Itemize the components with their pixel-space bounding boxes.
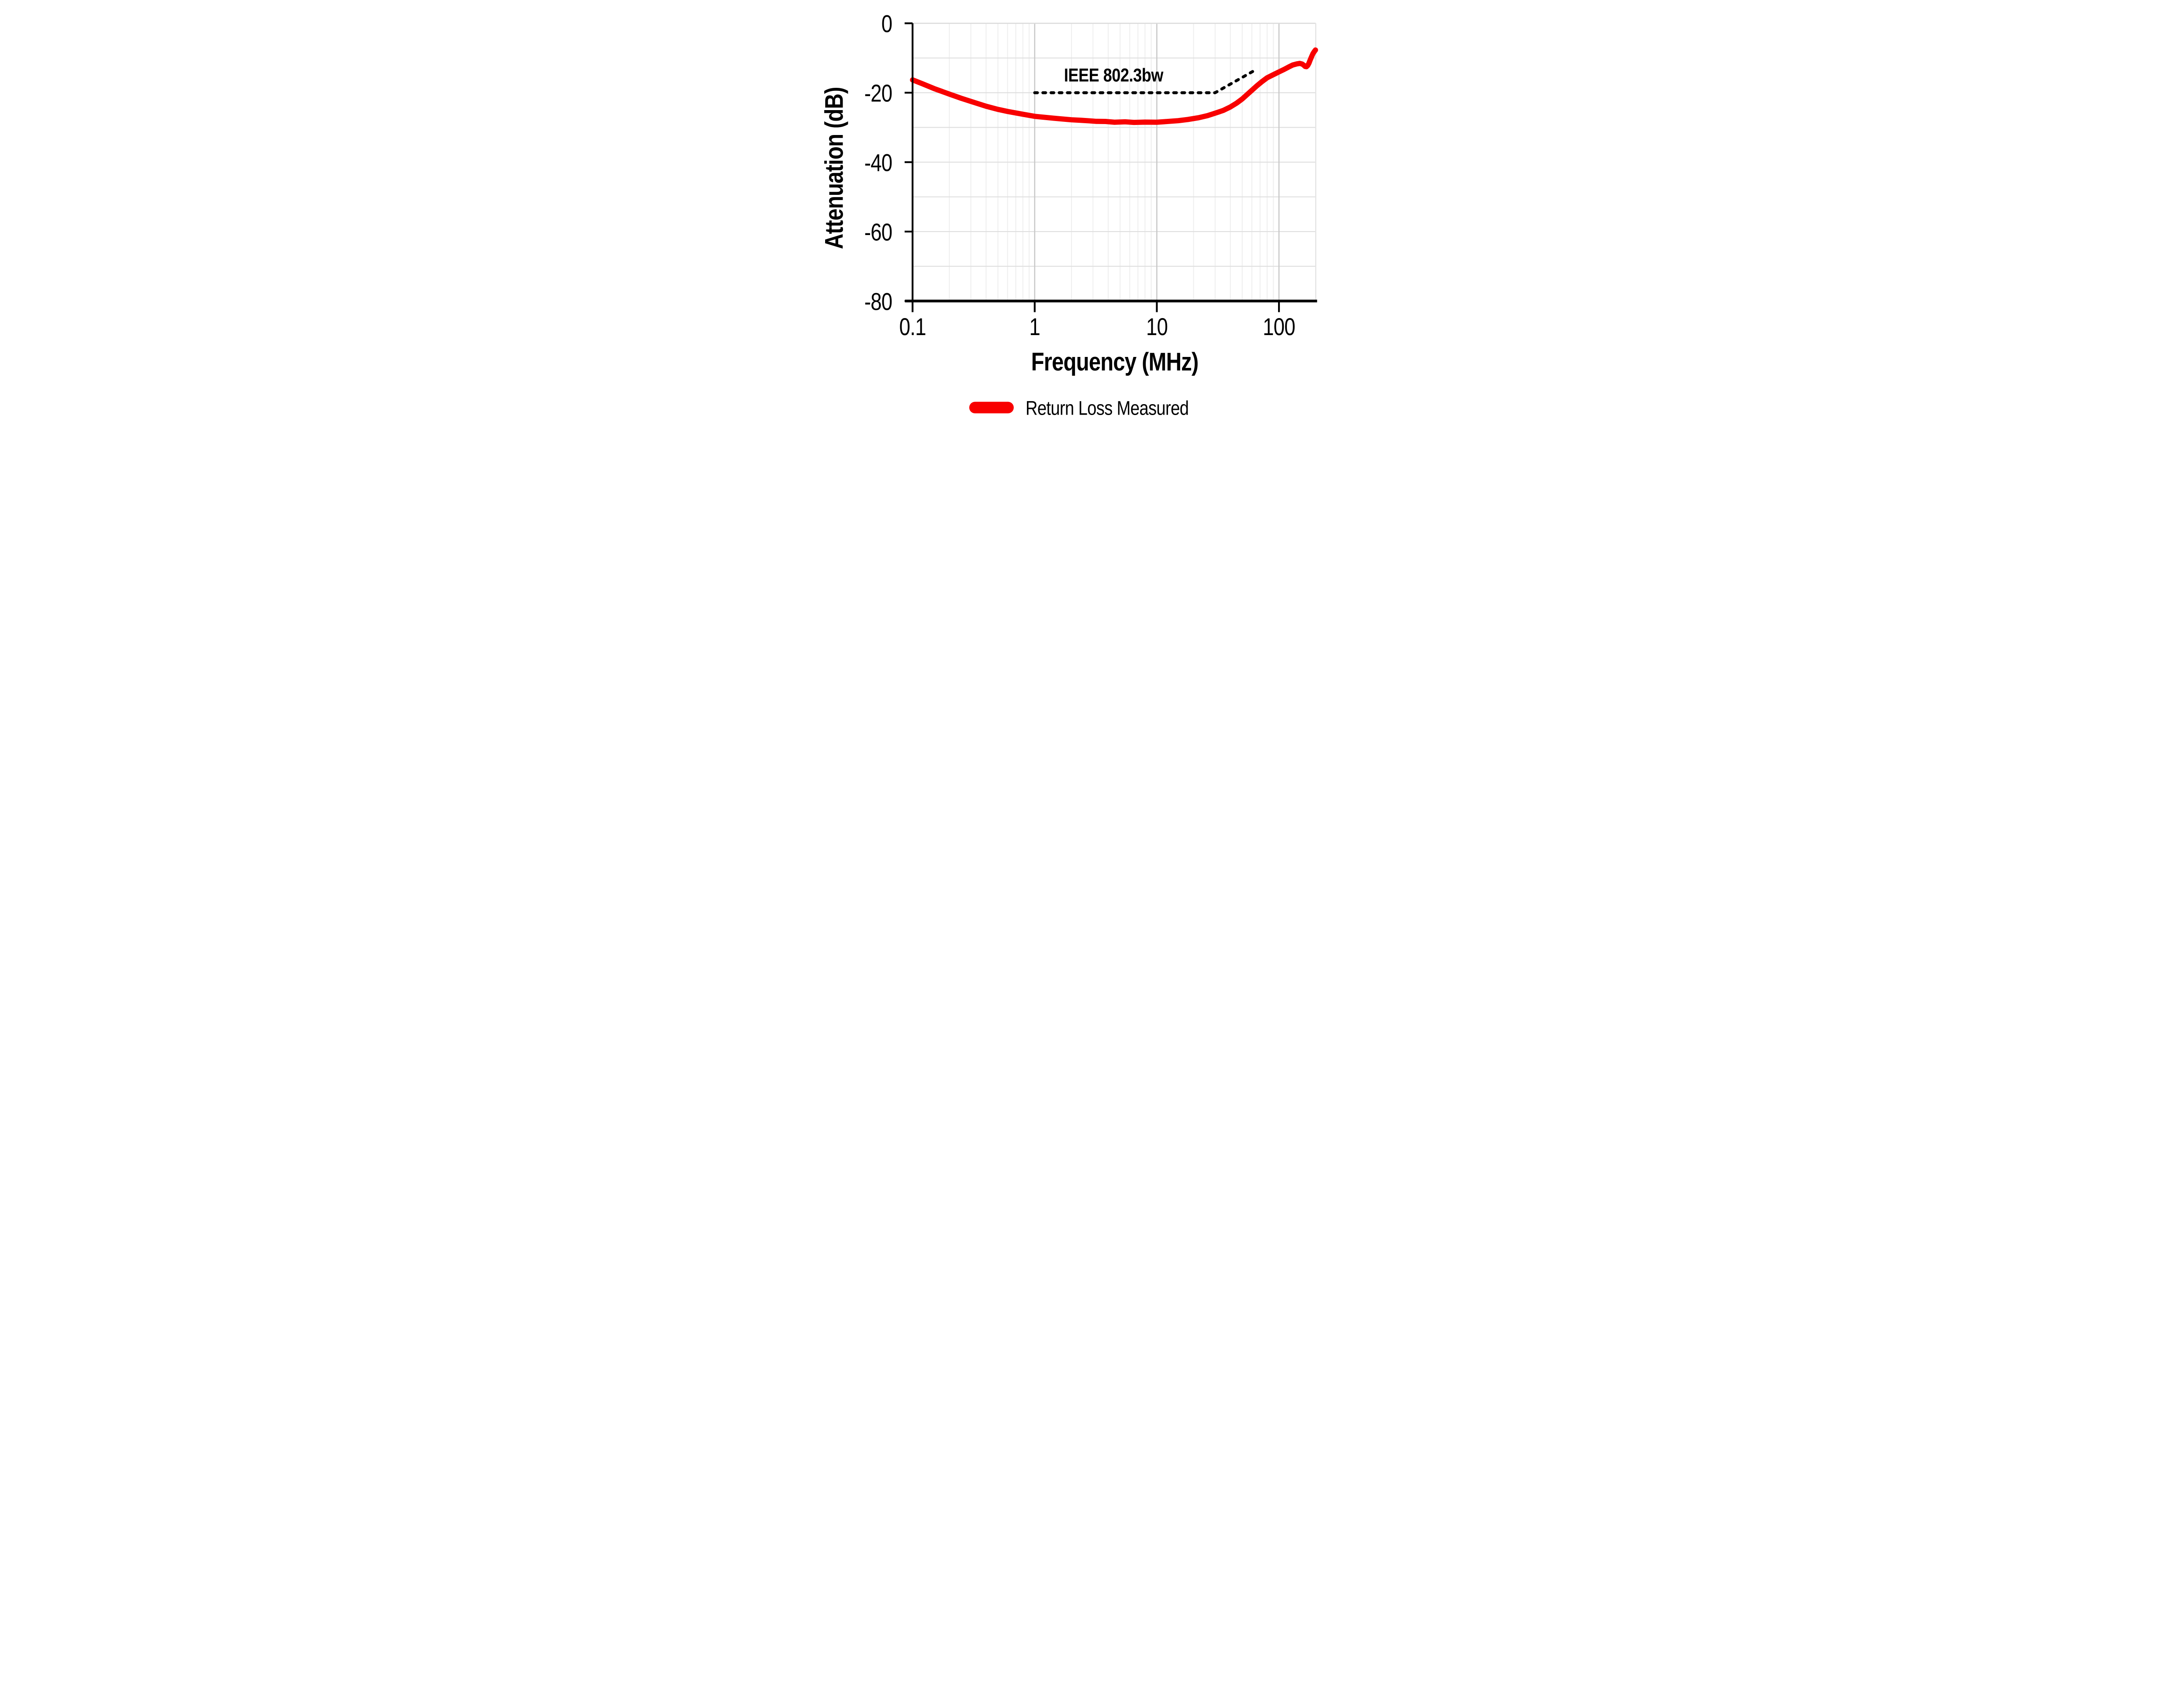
y-axis-title: Attenuation (dB) (820, 87, 848, 249)
y-axis-ticks (905, 22, 913, 302)
x-tick-label: 100 (1263, 313, 1295, 340)
x-tick-label: 10 (1146, 313, 1168, 340)
x-axis-title: Frequency (MHz) (1031, 348, 1199, 376)
return-loss-chart-figure: 0 -20 -40 -60 -80 0.1 1 10 100 IEEE 802.3bw Fre… (808, 0, 1376, 437)
y-tick-label: -40 (864, 149, 892, 176)
y-tick-label: -60 (864, 218, 892, 246)
x-tick-label: 0.1 (899, 313, 926, 340)
ieee-8023bw-limit-line (1033, 67, 1258, 94)
horizontal-gridlines (912, 57, 1316, 267)
y-tick-label: 0 (881, 10, 892, 37)
page: 0 -20 -40 -60 -80 0.1 1 10 100 IEEE 802.3bw Fre… (0, 0, 2184, 437)
y-axis-tick-labels: 0 -20 -40 -60 -80 (864, 10, 893, 315)
legend-label-text: Return Loss Measured (1026, 397, 1189, 419)
y-tick-label: -20 (864, 80, 892, 107)
y-tick-label: -80 (864, 288, 892, 315)
annotation-ieee-8023bw: IEEE 802.3bw (1064, 65, 1164, 86)
x-axis-ticks (912, 301, 1280, 312)
chart-svg: 0 -20 -40 -60 -80 0.1 1 10 100 IEEE 802.3bw Fre… (808, 0, 1376, 437)
legend: Return Loss Measured (969, 397, 1189, 419)
annotation-text: IEEE 802.3bw (1064, 65, 1164, 86)
return-loss-measured-curve (910, 47, 1318, 125)
legend-item-return-loss: Return Loss Measured (1026, 397, 1189, 419)
y-axis-title-text: Attenuation (dB) (820, 87, 848, 249)
x-axis-tick-labels: 0.1 1 10 100 (899, 313, 1296, 340)
x-tick-label: 1 (1029, 313, 1040, 340)
x-axis-title-text: Frequency (MHz) (1031, 348, 1199, 376)
